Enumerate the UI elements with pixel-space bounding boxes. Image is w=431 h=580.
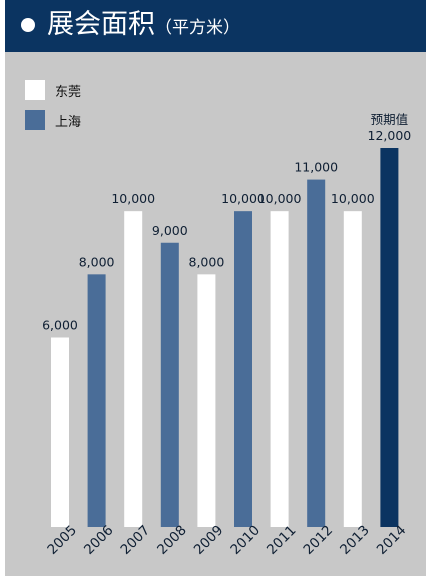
chart-panel: 展会面积（平方米） 东莞 上海 6,000 2005 8,000 2006 10,000… [5, 0, 426, 576]
data-label-2005: 6,000 [42, 318, 78, 333]
x-tick-2011: 2011 [264, 522, 300, 558]
chart-title: 展会面积（平方米） [47, 8, 240, 45]
x-tick-2010: 2010 [227, 522, 263, 558]
data-label-2009: 8,000 [189, 254, 225, 269]
x-tick-2007: 2007 [118, 522, 154, 558]
data-label-2006: 8,000 [79, 254, 115, 269]
x-tick-2009: 2009 [191, 522, 227, 558]
x-tick-2012: 2012 [301, 522, 337, 558]
chart-header: 展会面积（平方米） [5, 0, 426, 52]
bar-2007 [124, 211, 143, 527]
chart-title-unit: （平方米） [155, 18, 240, 38]
data-label-2010: 10,000 [221, 191, 265, 206]
bar-2014 [380, 148, 399, 527]
legend-swatch-dongguan [25, 80, 45, 100]
legend-label-shanghai: 上海 [55, 115, 82, 130]
data-label-2014: 12,000 [368, 128, 412, 143]
bar-2013 [343, 211, 362, 527]
data-label-2011: 10,000 [258, 191, 302, 206]
bar-2012 [307, 179, 326, 528]
data-label-2008: 9,000 [152, 223, 188, 238]
bar-2006 [87, 274, 106, 527]
x-tick-2014: 2014 [374, 522, 410, 558]
data-label-2007: 10,000 [111, 191, 155, 206]
x-tick-2013: 2013 [337, 522, 373, 558]
bullet-icon [21, 18, 35, 32]
bar-2011 [270, 211, 289, 527]
bar-2009 [197, 274, 216, 527]
x-tick-2008: 2008 [154, 522, 190, 558]
bar-2005 [51, 337, 69, 527]
legend-swatch-shanghai [25, 110, 45, 130]
legend-label-dongguan: 东莞 [55, 85, 82, 100]
bar-chart: 6,000 2005 8,000 2006 10,000 2007 9,000 2008 8,0… [42, 112, 412, 558]
data-label-2012: 11,000 [294, 160, 338, 175]
chart-title-main: 展会面积 [47, 9, 155, 40]
forecast-annotation: 预期值 [371, 112, 409, 127]
data-label-2013: 10,000 [331, 191, 375, 206]
bar-2008 [160, 242, 179, 527]
x-tick-2006: 2006 [81, 522, 117, 558]
bar-2010 [234, 211, 252, 527]
x-tick-2005: 2005 [44, 522, 80, 558]
